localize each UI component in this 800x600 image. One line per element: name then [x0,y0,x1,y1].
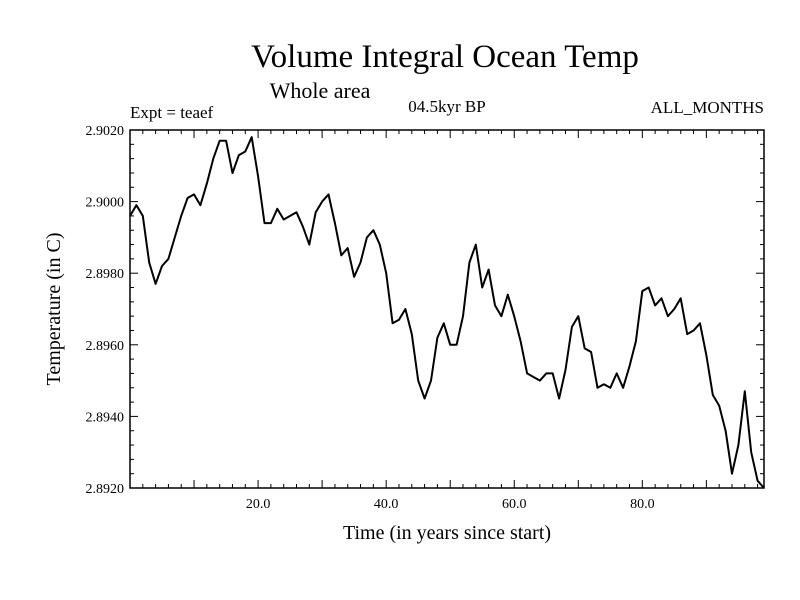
chart-subtitle: Whole area [270,78,371,103]
y-tick-label: 2.8980 [86,267,125,282]
y-tick-labels: 2.8920 2.8940 2.8960 2.8980 2.9000 2.9020 [86,124,125,497]
x-tick-label: 60.0 [502,497,527,512]
plot-frame [129,129,765,489]
months-label: ALL_MONTHS [651,98,764,117]
x-tick-labels: 20.0 40.0 60.0 80.0 [246,497,655,512]
y-tick-label: 2.8940 [86,410,125,425]
series-line-teaef [129,136,765,489]
x-tick-label: 80.0 [630,497,655,512]
chart-title: Volume Integral Ocean Temp [251,39,639,75]
x-tick-label: 20.0 [246,497,271,512]
y-tick-label: 2.9020 [86,124,125,139]
y-tick-label: 2.9000 [86,196,125,211]
axis-ticks [130,130,764,488]
y-axis-label: Temperature (in C) [43,233,65,386]
y-tick-label: 2.8960 [86,339,125,354]
y-tick-label: 2.8920 [86,482,125,497]
experiment-label: Expt = teaef [130,103,214,122]
x-tick-label: 40.0 [374,497,399,512]
period-label: 04.5kyr BP [408,97,485,116]
x-axis-label: Time (in years since start) [343,522,551,544]
